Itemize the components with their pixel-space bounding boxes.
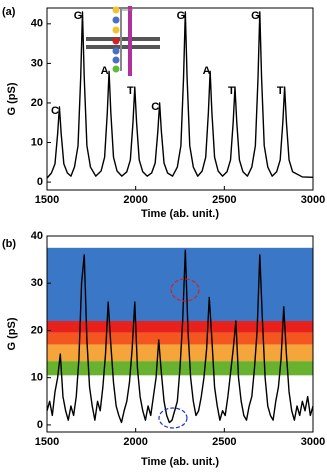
plot-frame (46, 235, 314, 433)
base (112, 26, 120, 34)
band (47, 247, 313, 322)
y-tick-label: 20 (31, 324, 43, 336)
electrode (128, 6, 132, 76)
x-tick-label: 1500 (35, 194, 59, 206)
y-tick-label: 20 (31, 97, 43, 109)
annotation: A (203, 65, 211, 77)
y-tick-label: 30 (31, 277, 43, 289)
membrane-top (86, 37, 160, 41)
x-axis-title: Time (ab. unit.) (141, 208, 219, 220)
base (112, 56, 120, 64)
data-line (46, 249, 314, 424)
annotation: A (101, 65, 109, 77)
y-tick-label: 30 (31, 57, 43, 69)
y-axis-title: G (pS) (6, 82, 18, 115)
panel-label: (a) (2, 6, 16, 18)
y-tick-label: 40 (31, 230, 43, 242)
annotation: C (151, 101, 159, 113)
y-tick-label: 40 (31, 18, 43, 30)
annotation: T (127, 85, 134, 97)
base (112, 16, 120, 24)
x-tick-label: 2000 (123, 194, 147, 206)
x-tick-label: 2500 (212, 194, 236, 206)
membrane-bottom (86, 45, 160, 49)
annotation: T (277, 85, 284, 97)
annotation: T (228, 85, 235, 97)
y-tick-label: 0 (37, 176, 43, 188)
y-tick-label: 0 (37, 419, 43, 431)
band (47, 332, 313, 345)
annotation: G (177, 10, 186, 22)
data-line (46, 11, 314, 179)
base (112, 6, 120, 14)
base (112, 47, 120, 55)
annotation: G (251, 10, 260, 22)
band (47, 344, 313, 362)
x-tick-label: 3000 (301, 436, 325, 448)
annotation: C (51, 105, 59, 117)
annotation: G (74, 10, 83, 22)
panel-label: (b) (2, 238, 16, 250)
y-axis-title: G (pS) (6, 317, 18, 350)
x-tick-label: 2500 (212, 436, 236, 448)
highlight-circle (158, 407, 188, 429)
plot-frame (46, 7, 314, 191)
highlight-circle (170, 278, 200, 302)
x-tick-label: 2000 (123, 436, 147, 448)
band (47, 321, 313, 333)
base (112, 37, 120, 45)
x-tick-label: 3000 (301, 194, 325, 206)
y-tick-label: 10 (31, 372, 43, 384)
y-tick-label: 10 (31, 136, 43, 148)
x-tick-label: 1500 (35, 436, 59, 448)
inset-schematic (86, 6, 160, 76)
x-axis-title: Time (ab. unit.) (141, 456, 219, 468)
base (112, 65, 120, 73)
